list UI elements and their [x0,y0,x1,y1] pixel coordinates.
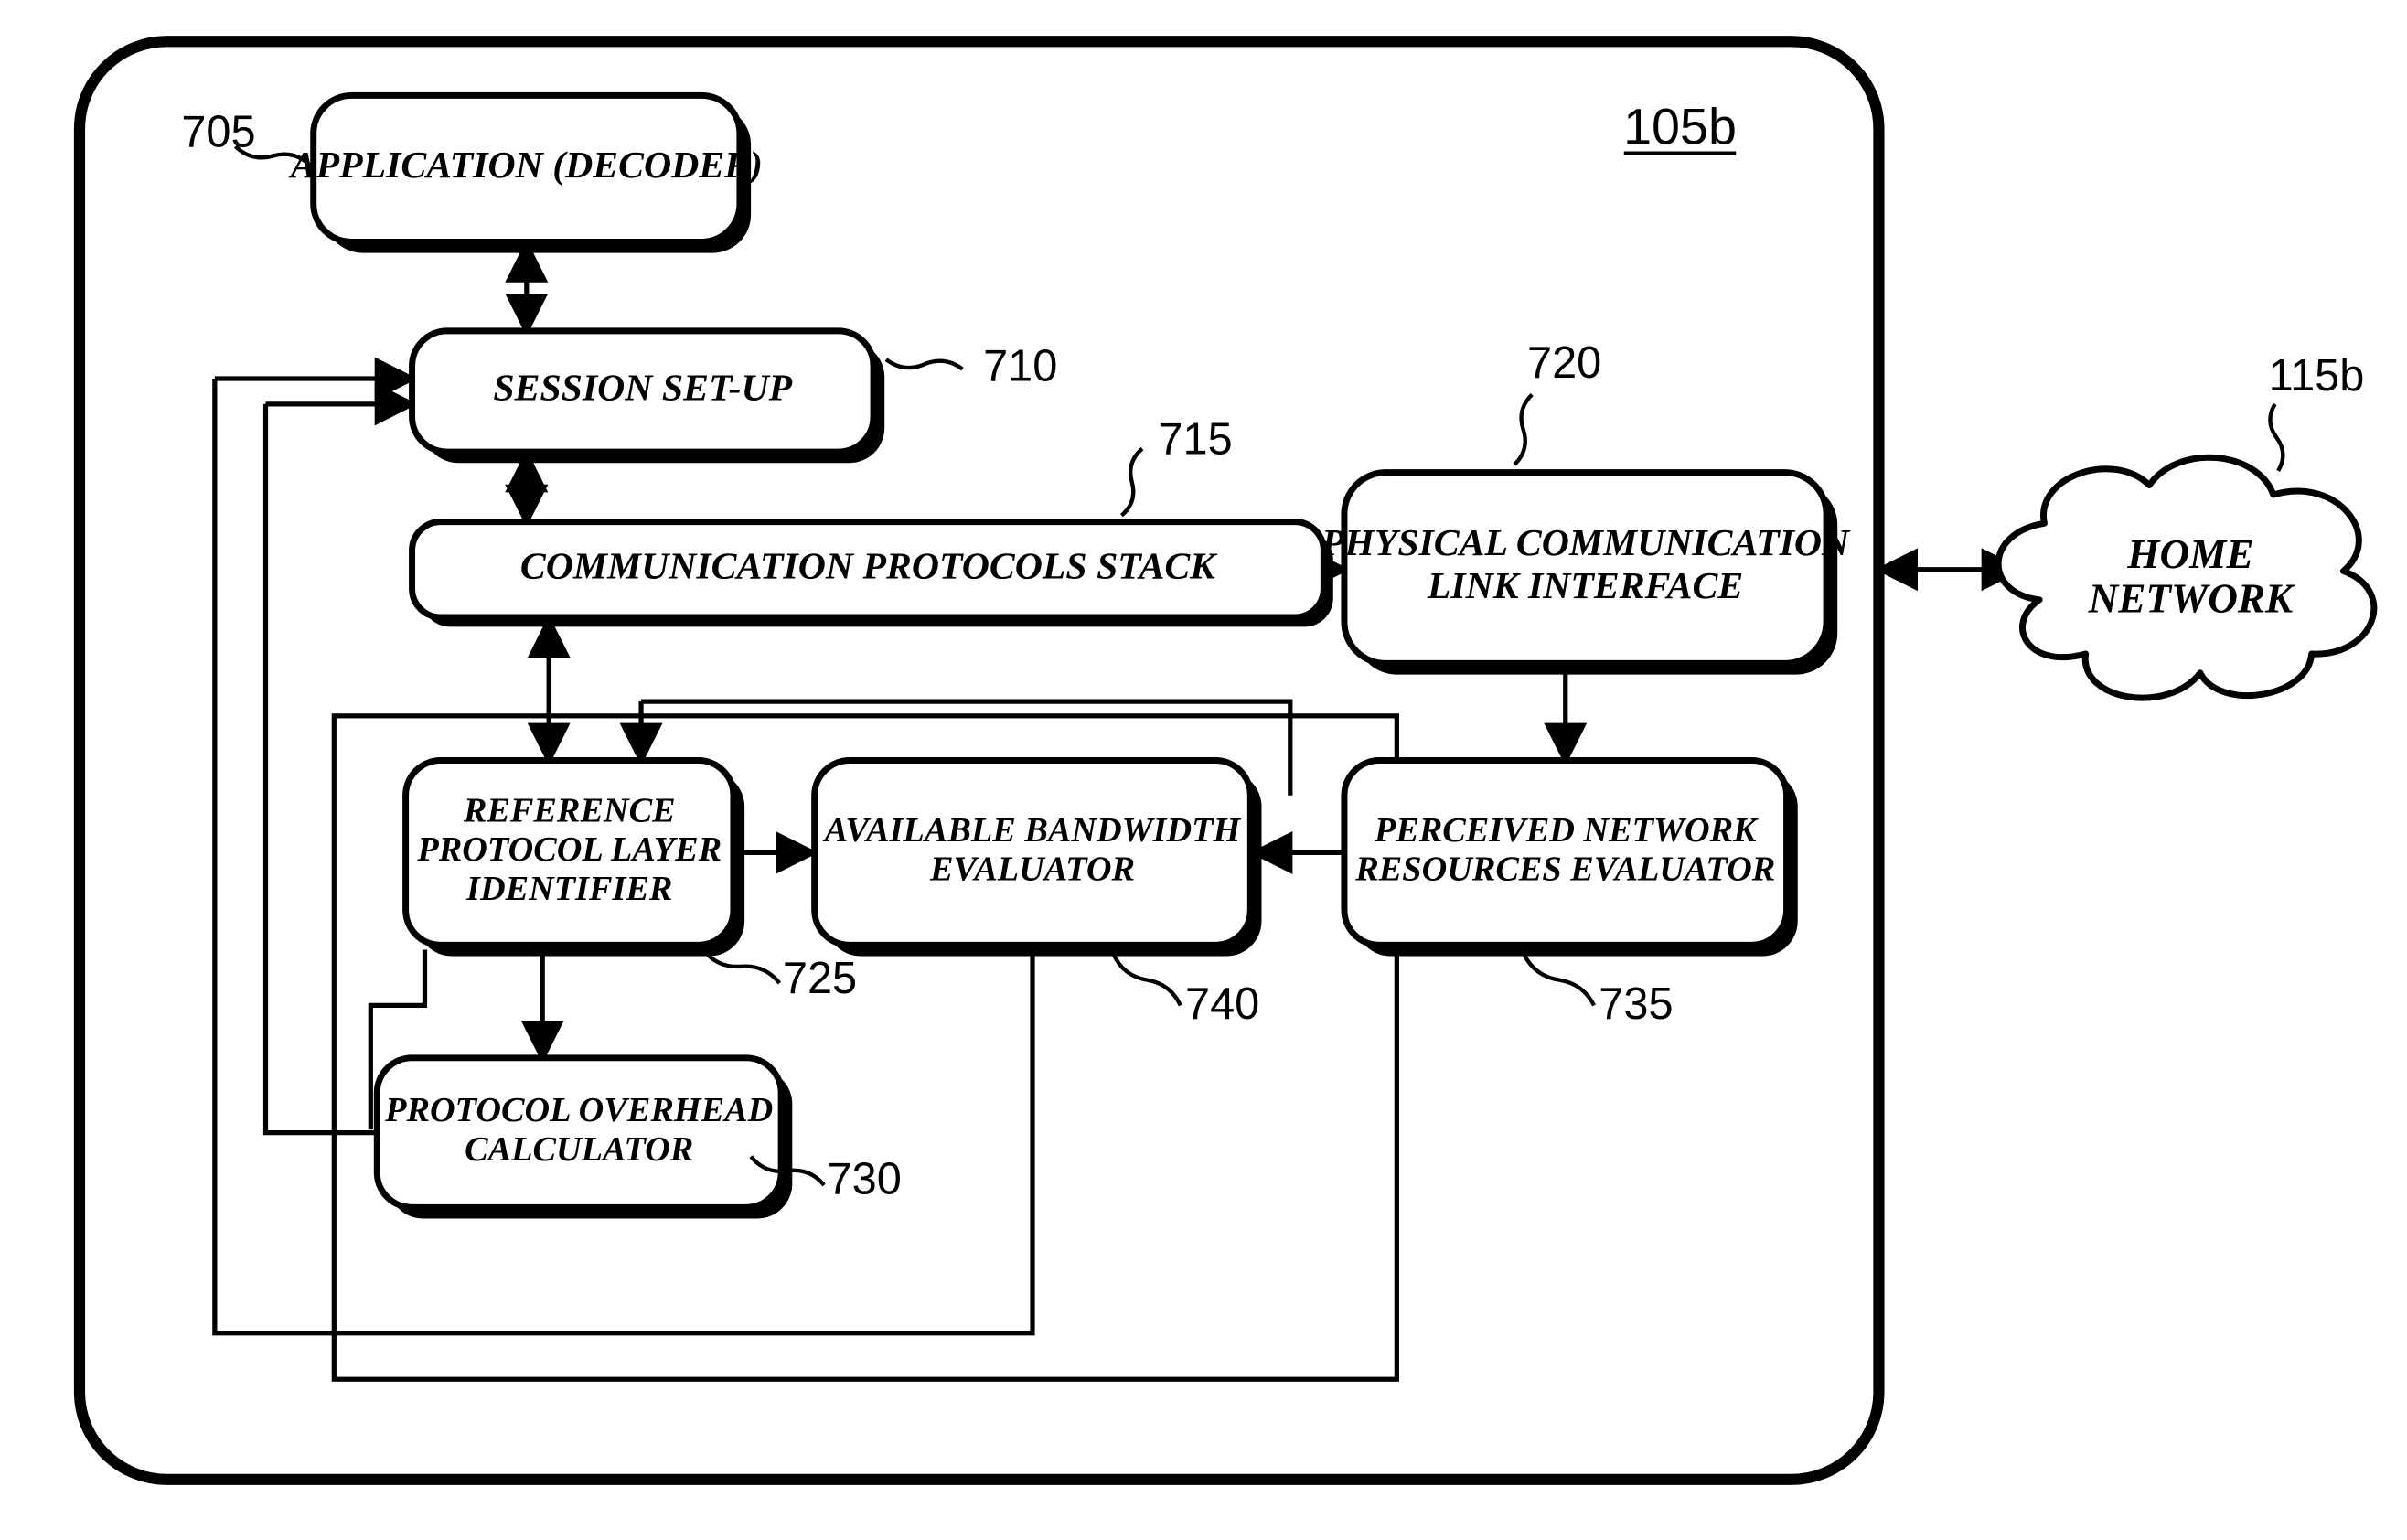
leader-710_ref [886,359,963,369]
node-ref_id: REFERENCEPROTOCOL LAYERIDENTIFIER [406,761,745,957]
frame-ref-label: 105b [1623,98,1737,155]
ref-label-ref_id: 725 [783,954,857,1003]
ref-label-avail: 740 [1185,979,1259,1029]
node-stack: COMMUNICATION PROTOCOLS STACK [412,522,1333,627]
leader-715_ref [1121,449,1142,516]
cloud-ref-label: 115b [2269,351,2365,401]
node-label-perc-line0: PERCEIVED NETWORK [1374,811,1759,850]
node-label-phys-line0: PHYSICAL COMMUNICATION [1321,522,1851,564]
node-sess: SESSION SET-UP [412,331,885,463]
node-label-ref_id-line0: REFERENCE [463,791,676,829]
ref-label-perc: 735 [1599,979,1673,1029]
node-label-sess-line0: SESSION SET-UP [493,368,792,410]
connector-ovhd-out [266,404,378,1133]
node-label-ovhd-line0: PROTOCOL OVERHEAD [384,1091,773,1129]
ref-label-sess: 710 [983,341,1057,390]
node-phys: PHYSICAL COMMUNICATIONLINK INTERFACE [1321,473,1851,675]
node-label-avail-line1: EVALUATOR [929,850,1135,889]
node-label-app-line0: APPLICATION (DECODER) [288,144,763,187]
ref-label-app: 705 [181,108,255,157]
node-label-ref_id-line1: PROTOCOL LAYER [416,830,722,869]
cloud-label-line0: HOME [2126,531,2253,577]
leader-115b_ref [2270,404,2283,471]
leader-720_ref [1514,394,1532,465]
ref-label-stack: 715 [1158,414,1232,464]
ref-label-ovhd: 730 [828,1154,902,1203]
node-label-perc-line1: RESOURCES EVALUATOR [1354,850,1775,889]
ref-label-phys: 720 [1527,338,1601,388]
node-label-ovhd-line1: CALCULATOR [465,1130,693,1169]
node-avail: AVAILABLE BANDWIDTHEVALUATOR [815,761,1262,957]
node-label-stack-line0: COMMUNICATION PROTOCOLS STACK [520,545,1218,587]
node-label-phys-line1: LINK INTERFACE [1427,565,1743,607]
node-app: APPLICATION (DECODER) [288,95,763,252]
node-label-ref_id-line2: IDENTIFIER [465,870,672,908]
leader-735_ref [1524,955,1595,1006]
node-ovhd: PROTOCOL OVERHEADCALCULATOR [377,1058,792,1219]
node-label-avail-line0: AVAILABLE BANDWIDTH [823,811,1242,850]
cloud-label-line1: NETWORK [2088,576,2295,622]
node-perc: PERCEIVED NETWORKRESOURCES EVALUATOR [1344,761,1798,957]
leader-740_ref [1114,955,1181,1006]
